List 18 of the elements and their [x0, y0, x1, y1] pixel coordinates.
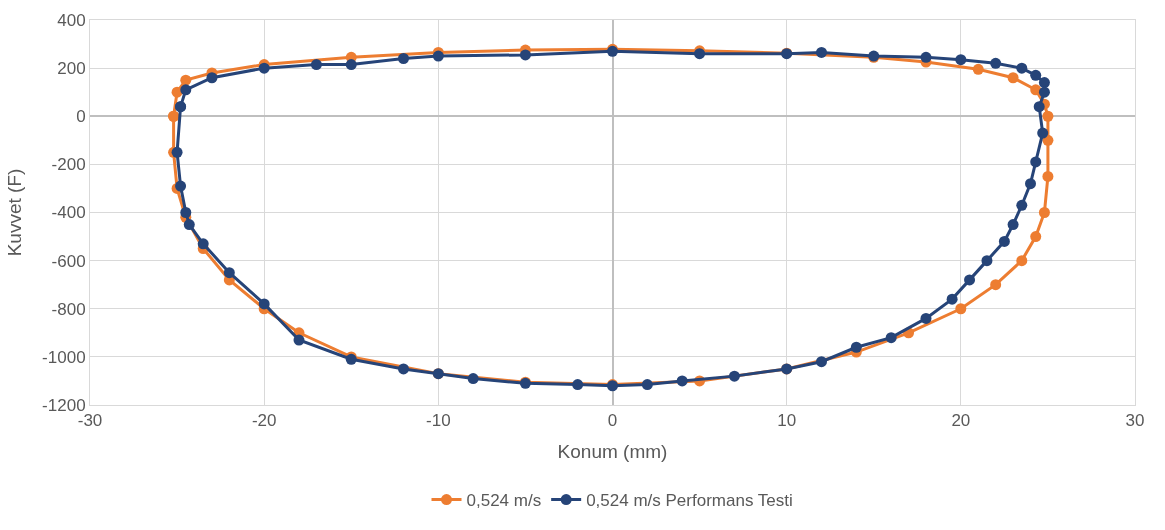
y-axis-title: Kuvvet (F) [3, 168, 25, 257]
y-tick-label: -1000 [42, 347, 86, 367]
x-tick-label: 10 [777, 411, 797, 431]
x-tick-label: -20 [251, 411, 277, 431]
legend-label: 0,524 m/s [466, 491, 542, 511]
y-tick-label: 200 [57, 59, 86, 79]
legend-label: 0,524 m/s Performans Testi [586, 491, 793, 511]
x-tick-label: 0 [607, 411, 618, 431]
y-tick-label: -800 [51, 299, 86, 319]
y-tick-label: 400 [57, 10, 86, 30]
y-tick-label: -400 [51, 203, 86, 223]
x-axis-title: Konum (mm) [557, 441, 668, 463]
x-tick-label: 30 [1125, 411, 1145, 431]
y-tick-label: -200 [51, 155, 86, 175]
y-tick-label: 0 [76, 107, 86, 127]
x-tick-label: -10 [426, 411, 451, 431]
x-tick-label: 20 [951, 411, 971, 431]
y-tick-label: -600 [51, 251, 86, 271]
